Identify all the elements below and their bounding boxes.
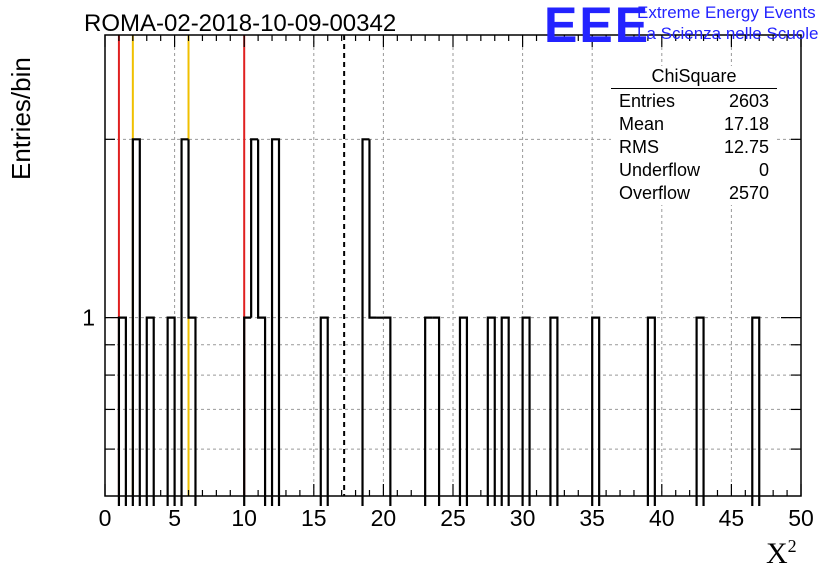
histogram-bin	[187, 139, 197, 506]
histogram-bin	[424, 316, 433, 506]
histogram-bin	[270, 138, 281, 506]
stats-box: ChiSquare Entries 2603 Mean 17.18 RMS 12.75…	[611, 66, 777, 205]
histogram-bin	[695, 316, 705, 506]
histogram-bin	[751, 316, 761, 506]
stats-row-rms: RMS 12.75	[611, 136, 777, 159]
y-tick-label: 1	[82, 305, 95, 331]
histogram-bin	[646, 316, 656, 506]
brand-line-1: Extreme Energy Events	[637, 3, 816, 22]
stats-label: Underflow	[619, 160, 701, 180]
x-tick-label: 35	[579, 505, 605, 531]
stats-label: RMS	[619, 137, 659, 157]
histogram-bin	[319, 316, 329, 506]
histogram-bin	[131, 138, 141, 506]
histogram-bin	[180, 138, 189, 506]
histogram-bin	[145, 316, 155, 506]
x-tick-label: 30	[510, 505, 536, 531]
stats-label: Mean	[619, 114, 665, 134]
x-tick-label: 50	[788, 505, 814, 531]
stats-value: 2603	[728, 91, 769, 111]
histogram-bin	[591, 316, 601, 506]
histogram-bin	[166, 316, 176, 506]
histogram-bin	[117, 316, 127, 506]
histogram-bin	[383, 316, 392, 506]
stats-value: 12.75	[723, 137, 769, 157]
x-tick-label: 25	[440, 505, 466, 531]
x-axis-label-text: X	[766, 537, 788, 570]
histogram-bin	[432, 316, 441, 506]
x-tick-label: 40	[649, 505, 675, 531]
x-axis-label: X2	[766, 536, 797, 571]
eee-logo: EEE	[544, 0, 651, 53]
stats-title: ChiSquare	[611, 66, 777, 89]
x-tick-label: 0	[99, 505, 112, 531]
histogram-bin	[521, 316, 531, 506]
histogram-bin	[243, 316, 252, 506]
x-tick-label: 45	[719, 505, 745, 531]
chart-title: ROMA-02-2018-10-09-00342	[84, 10, 397, 37]
histogram-bin	[257, 139, 267, 506]
x-axis-label-superscript: 2	[787, 536, 797, 556]
histogram-bin	[361, 138, 370, 506]
histogram-bin	[549, 316, 559, 506]
stats-row-overflow: Overflow 2570	[611, 182, 777, 205]
stats-label: Entries	[619, 91, 676, 111]
stats-value: 17.18	[723, 114, 769, 134]
stats-value: 0	[758, 160, 769, 180]
brand-line-2: La Scienza nelle Scuole	[637, 24, 819, 43]
histogram-bin	[486, 316, 496, 506]
histogram-bin	[500, 316, 510, 506]
y-axis-label: Entries/bin	[6, 57, 36, 180]
histogram-bin	[368, 139, 377, 319]
x-tick-label: 20	[371, 505, 397, 531]
stats-value: 2570	[728, 183, 769, 203]
stats-row-mean: Mean 17.18	[611, 113, 777, 136]
histogram-bin	[250, 138, 259, 318]
stats-row-entries: Entries 2603	[611, 90, 777, 113]
x-tick-label: 5	[168, 505, 181, 531]
x-tick-label: 10	[231, 505, 257, 531]
x-tick-label: 15	[301, 505, 327, 531]
stats-row-underflow: Underflow 0	[611, 159, 777, 182]
histogram-bin	[458, 316, 469, 506]
stats-label: Overflow	[619, 183, 691, 203]
